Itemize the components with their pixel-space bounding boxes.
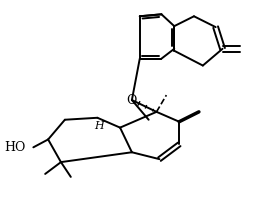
Text: O: O bbox=[127, 93, 137, 106]
Text: H: H bbox=[94, 121, 104, 131]
Text: HO: HO bbox=[4, 141, 25, 154]
